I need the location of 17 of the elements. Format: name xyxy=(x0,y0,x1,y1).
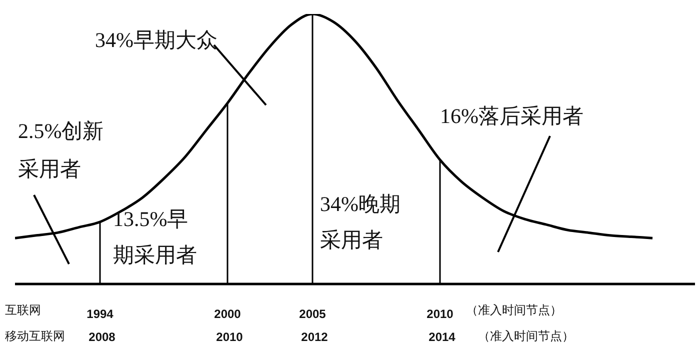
x-tick-label: 1994 xyxy=(86,307,114,321)
text: 2012 xyxy=(300,330,329,344)
annotation: 34%晚期采用者 xyxy=(320,191,402,254)
text: （准入时间节点） xyxy=(466,303,562,318)
x-tick-label: 2010 xyxy=(426,307,454,321)
text: 移动互联网 xyxy=(5,329,65,344)
annotation: 2.5%创新采用者 xyxy=(18,118,105,183)
text: 互联网 xyxy=(5,303,41,318)
annotation: 16%落后采用者 xyxy=(440,104,584,130)
x-tick-label: 2005 xyxy=(299,307,326,321)
text: 2010 xyxy=(215,330,244,344)
annotation: 13.5%早期采用者 xyxy=(113,206,198,269)
text: （准入时间节点） xyxy=(478,329,574,344)
x-tick-label: 2000 xyxy=(214,307,242,321)
text: 2008 xyxy=(88,330,116,344)
text: 2014 xyxy=(428,330,456,344)
annotation: 34%早期大众 xyxy=(95,28,218,54)
